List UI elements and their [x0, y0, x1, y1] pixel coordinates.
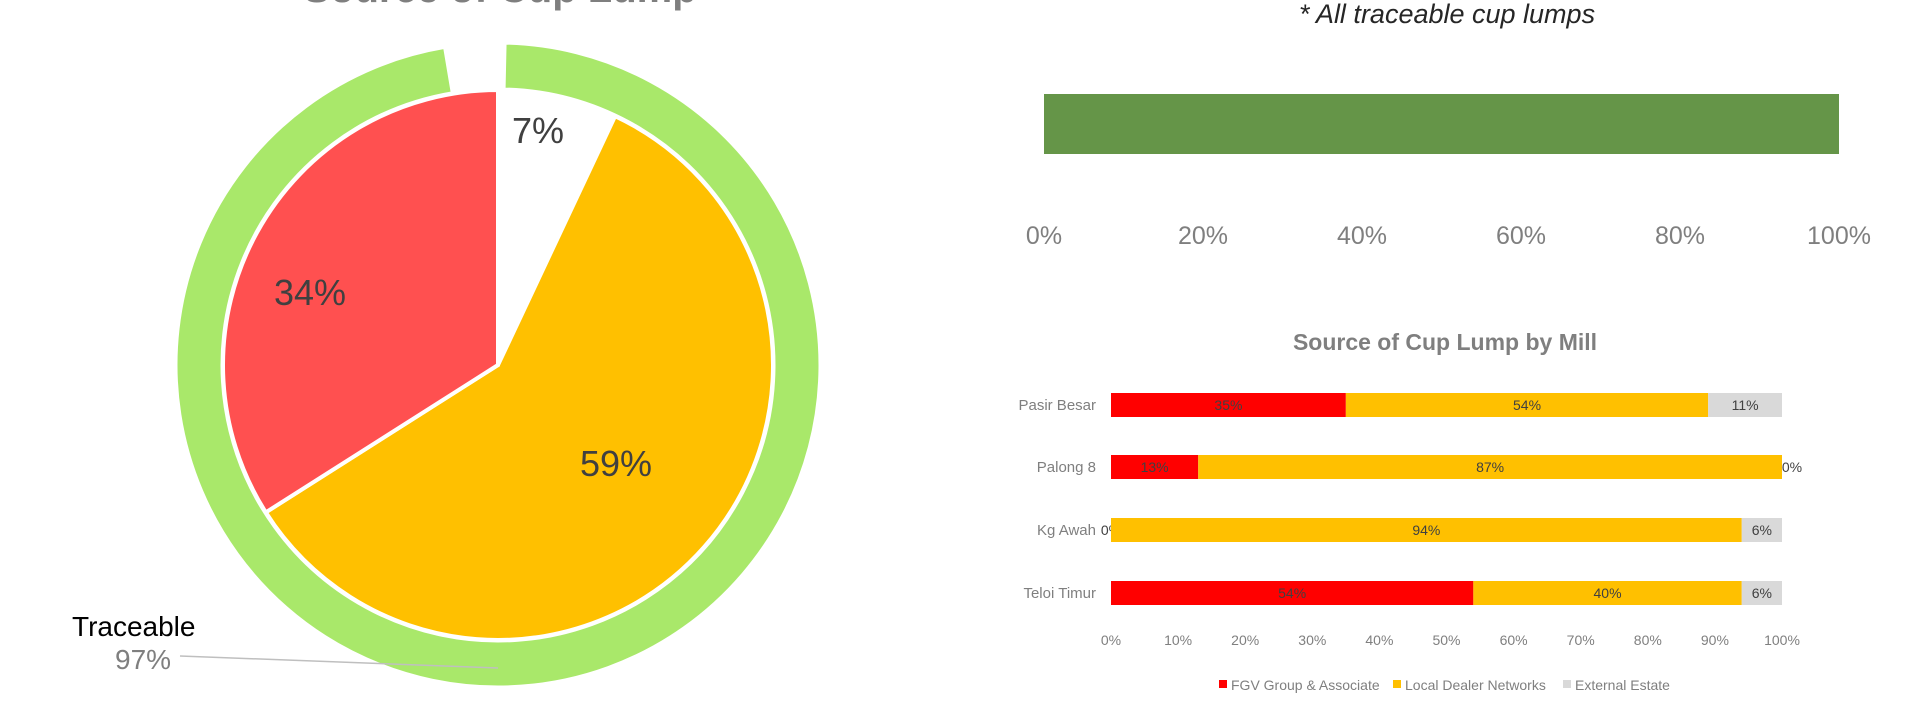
legend-swatch-fgv [1219, 680, 1227, 688]
traceable-x-tick: 0% [1026, 222, 1062, 250]
mill-x-tick: 50% [1432, 632, 1460, 648]
bar-segment-local [1345, 393, 1709, 417]
traceable-x-tick: 100% [1807, 222, 1871, 250]
traceable-x-tick: 60% [1496, 222, 1546, 250]
segment-data-label: 11% [1732, 397, 1759, 413]
pie-slice-34 [221, 87, 500, 516]
mill-chart-title: Source of Cup Lump by Mill [1293, 329, 1597, 355]
mill-category-label: Teloi Timur [1023, 585, 1096, 602]
segment-data-label: 87% [1476, 459, 1504, 475]
bar-segment-local [1198, 455, 1782, 479]
mill-x-tick: 10% [1164, 632, 1192, 648]
pie-slice-7 [496, 87, 618, 366]
bar-segment-local [1473, 581, 1742, 605]
pie-chart: 7% 59% 34% [174, 41, 822, 689]
traceable-bar-chart: 0% 20% 40% 60% 80% 100% [1026, 94, 1871, 250]
mill-category-label: Palong 8 [1037, 459, 1096, 476]
legend-swatch-external [1563, 680, 1571, 688]
ring-value-label: 97% [115, 644, 171, 675]
ring-series-name: Traceable [72, 611, 195, 642]
bar-segment-fgv [1111, 581, 1474, 605]
mill-x-tick: 60% [1500, 632, 1528, 648]
mill-x-tick: 70% [1567, 632, 1595, 648]
mill-category-label: Pasir Besar [1018, 397, 1096, 414]
segment-data-label: 0% [1782, 459, 1802, 475]
pie-slice-label: 59% [580, 443, 652, 484]
legend-label: External Estate [1575, 677, 1670, 693]
bar-segment-fgv [1111, 393, 1346, 417]
pie-slice-label: 34% [274, 272, 346, 313]
mill-x-tick: 100% [1764, 632, 1800, 648]
traceable-bar [1044, 94, 1839, 154]
legend-label: Local Dealer Networks [1405, 677, 1546, 693]
traceable-x-tick: 40% [1337, 222, 1387, 250]
legend-swatch-local [1393, 680, 1401, 688]
segment-data-label: 54% [1513, 397, 1541, 413]
segment-data-label: 35% [1214, 397, 1242, 413]
bar-segment-external [1708, 393, 1782, 417]
pie-slice-59 [263, 113, 775, 642]
mill-x-tick: 90% [1701, 632, 1729, 648]
traceable-x-tick: 20% [1178, 222, 1228, 250]
mill-x-tick: 20% [1231, 632, 1259, 648]
segment-data-label: 40% [1594, 585, 1622, 601]
traceable-x-tick: 80% [1655, 222, 1705, 250]
legend-label: FGV Group & Associate [1231, 677, 1380, 693]
segment-data-label: 94% [1412, 522, 1440, 538]
pie-slice-label: 7% [512, 110, 564, 151]
mill-stacked-bar-chart: Pasir Besar 35% 54% 11% Palong 8 13% 87% 0% Kg A… [1018, 393, 1802, 648]
bar-segment-external [1741, 581, 1782, 605]
traceable-note: * All traceable cup lumps [1299, 0, 1595, 29]
bar-segment-local [1111, 518, 1742, 542]
ring-leader-line [179, 655, 499, 669]
segment-data-label: 54% [1278, 585, 1306, 601]
segment-data-label: 13% [1141, 459, 1169, 475]
bar-segment-fgv [1111, 455, 1199, 479]
mill-chart-legend: FGV Group & Associate Local Dealer Networ… [1219, 677, 1670, 693]
segment-data-label: 6% [1752, 522, 1772, 538]
mill-x-tick: 40% [1365, 632, 1393, 648]
mill-category-label: Kg Awah [1037, 522, 1096, 539]
bar-segment-external [1741, 518, 1782, 542]
pie-title: Source of Cup Lump [303, 0, 696, 11]
segment-data-label: 6% [1752, 585, 1772, 601]
mill-x-tick: 80% [1634, 632, 1662, 648]
mill-x-tick: 30% [1298, 632, 1326, 648]
mill-x-tick: 0% [1101, 632, 1121, 648]
